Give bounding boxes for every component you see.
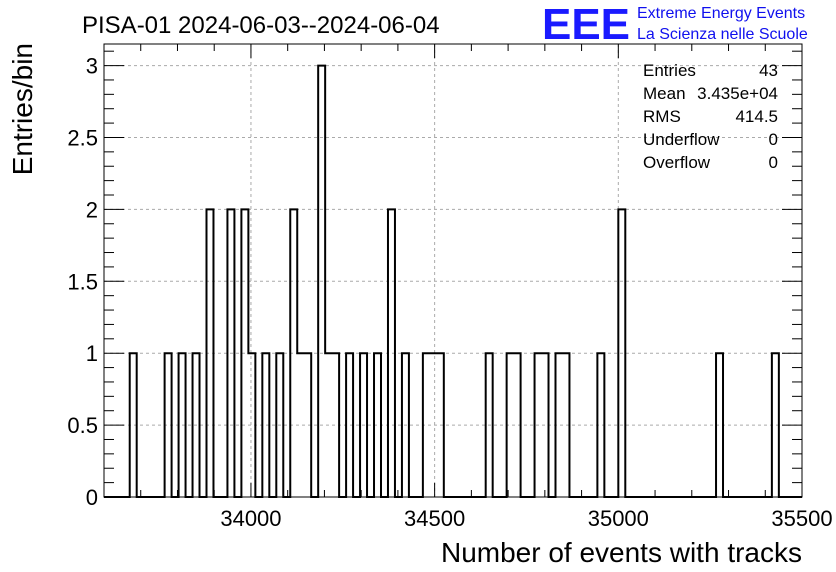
stat-underflow-value: 0 — [769, 130, 778, 149]
axis-ticks — [104, 44, 803, 498]
histogram-bar — [618, 209, 625, 497]
grid — [104, 44, 803, 497]
stat-entries-label: Entries — [643, 61, 696, 80]
y-axis-label: Entries/bin — [7, 43, 38, 175]
y-tick-label: 3 — [86, 54, 98, 79]
histogram-bar — [318, 66, 325, 497]
x-tick-label: 35500 — [771, 506, 832, 531]
histogram-bar — [486, 353, 493, 497]
stat-overflow-value: 0 — [769, 153, 778, 172]
stat-rms-value: 414.5 — [735, 107, 778, 126]
y-tick-label: 2 — [86, 197, 98, 222]
y-tick-label: 1.5 — [67, 269, 98, 294]
histogram-bar — [130, 353, 137, 497]
histogram-bar — [507, 353, 514, 497]
eee-logo: EEE Extreme Energy Events La Scienza nel… — [542, 0, 808, 49]
x-axis-label: Number of events with tracks — [441, 537, 802, 568]
y-tick-label: 1 — [86, 341, 98, 366]
histogram-bar — [276, 353, 283, 497]
histogram-bar — [290, 209, 297, 497]
histogram-bar — [346, 353, 353, 497]
y-tick-label: 2.5 — [67, 125, 98, 150]
stat-underflow-label: Underflow — [643, 130, 720, 149]
x-tick-label: 34000 — [220, 506, 281, 531]
stat-mean-label: Mean — [643, 84, 686, 103]
histogram-bar — [772, 353, 779, 497]
histogram-bar — [514, 353, 521, 497]
histogram-bar — [165, 353, 172, 497]
y-tick-label: 0 — [86, 485, 98, 510]
histogram-bar — [423, 353, 430, 497]
histogram-bar — [193, 353, 200, 497]
histogram-bar — [360, 353, 367, 497]
x-tick-label: 34500 — [404, 506, 465, 531]
histogram-bar — [535, 353, 542, 497]
chart-title: PISA-01 2024-06-03--2024-06-04 — [82, 12, 440, 39]
histogram-bar — [388, 209, 395, 497]
histogram-bar — [179, 353, 186, 497]
histogram-bar — [555, 353, 562, 497]
histogram-bar — [206, 209, 213, 497]
histogram-outline — [104, 64, 802, 498]
x-tick-label: 35000 — [588, 506, 649, 531]
stat-rms-label: RMS — [643, 107, 681, 126]
histogram-bar — [597, 353, 604, 497]
histogram-bar — [437, 353, 444, 497]
histogram-bar — [402, 353, 409, 497]
histogram-bar — [325, 353, 332, 497]
y-tick-labels: 0 0.5 1 1.5 2 2.5 3 — [67, 54, 98, 510]
stat-entries-value: 43 — [759, 61, 778, 80]
y-tick-label: 0.5 — [67, 413, 98, 438]
histogram-bar — [262, 353, 269, 497]
histogram-bar — [542, 353, 549, 497]
logo-line-1: Extreme Energy Events — [637, 5, 805, 22]
histogram-bar — [304, 353, 311, 497]
stats-box: Entries 43 Mean 3.435e+04 RMS 414.5 Unde… — [643, 61, 778, 172]
histogram-bar — [332, 353, 339, 497]
histogram-bar — [562, 353, 569, 497]
histogram-bar — [241, 209, 248, 497]
histogram-bar — [227, 209, 234, 497]
histogram-bar — [716, 353, 723, 497]
histogram-bar — [248, 353, 255, 497]
stat-overflow-label: Overflow — [643, 153, 711, 172]
x-tick-labels: 34000 34500 35000 35500 — [220, 506, 832, 531]
histogram-bar — [430, 353, 437, 497]
histogram-bar — [297, 353, 304, 497]
stat-mean-value: 3.435e+04 — [697, 84, 778, 103]
histogram-bar — [374, 353, 381, 497]
eee-logo-mark: EEE — [542, 0, 630, 49]
logo-line-2: La Scienza nelle Scuole — [637, 26, 808, 43]
